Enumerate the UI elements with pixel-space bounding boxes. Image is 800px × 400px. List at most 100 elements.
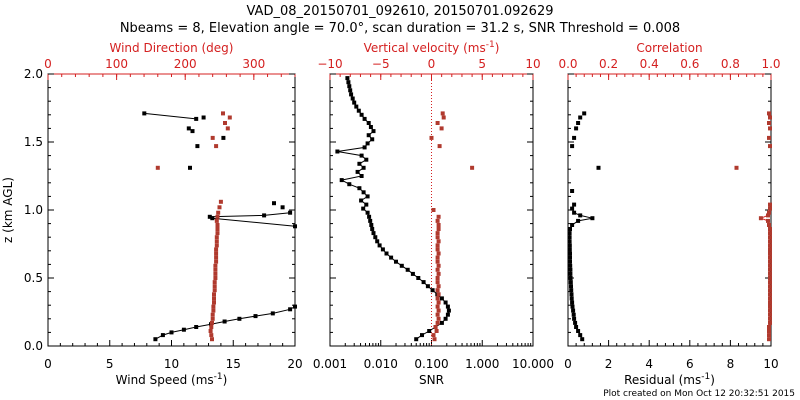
snr-series-0-point [346, 80, 351, 85]
wind-series-5-point [214, 251, 219, 256]
residual-series-0-point [568, 255, 572, 260]
wind-x-tick-label: 0 [44, 357, 52, 371]
residual-series-0-point [576, 218, 581, 223]
residual-series-2-point [768, 292, 772, 297]
wind-series-5-point [208, 329, 213, 333]
snr-x-tick-label: 10.000 [512, 357, 554, 371]
snr-series-0-point [420, 333, 424, 338]
wind-series-5-point [218, 199, 223, 204]
snr-series-1-point [436, 251, 441, 256]
residual-x-tick-label: 6 [686, 357, 694, 371]
snr-series-0-point [446, 308, 451, 313]
snr-series-1-point [435, 259, 440, 264]
wind-series-5-point [215, 223, 220, 227]
residual-top-tick-label: 0.6 [680, 57, 699, 71]
snr-data [335, 76, 475, 342]
wind-y-tick-label: 2.0 [24, 67, 43, 81]
residual-top-tick-label: 1.0 [761, 57, 780, 71]
snr-series-0-point [356, 108, 361, 113]
snr-series-0-point [377, 243, 382, 248]
residual-series-3-point [768, 126, 772, 131]
residual-series-0-point [568, 251, 572, 256]
snr-series-0-point [443, 316, 448, 321]
residual-series-2-point [768, 243, 772, 248]
snr-series-0-point [354, 104, 359, 109]
residual-series-2-point [768, 284, 772, 289]
residual-series-0-point [571, 312, 576, 317]
snr-series-0-point [366, 121, 371, 125]
residual-data [568, 111, 772, 342]
residual-series-2-point [768, 296, 772, 301]
residual-series-2-point [768, 304, 772, 309]
snr-series-0-point [364, 202, 369, 207]
snr-series-1-point [435, 267, 440, 272]
residual-series-0-point [576, 329, 581, 333]
wind-series-4-point [190, 129, 195, 134]
residual-series-0-point [568, 276, 573, 280]
residual-series-1-point [572, 135, 577, 140]
wind-y-tick-label: 0.0 [24, 339, 43, 353]
snr-series-0-point [359, 112, 364, 117]
snr-series-1-point [435, 288, 440, 293]
snr-x-tick-label: 1.000 [465, 357, 499, 371]
wind-series-0-point [169, 330, 174, 335]
snr-series-0-point [365, 141, 370, 146]
residual-x-tick-label: 0 [564, 357, 572, 371]
wind-series-0-point [222, 319, 227, 324]
residual-series-1-point [596, 165, 601, 170]
wind-series-0-point [270, 311, 275, 316]
snr-top-label-end: ) [495, 41, 500, 55]
residual-series-2-point [768, 276, 772, 280]
residual-series-2-point [767, 210, 771, 215]
wind-series-2-point [207, 214, 212, 219]
wind-series-5-point [210, 312, 215, 317]
snr-series-0-point [362, 145, 367, 150]
wind-series-0-point [153, 337, 158, 342]
residual-series-0-point [572, 316, 577, 321]
snr-series-1-point [433, 325, 438, 329]
snr-series-0-point [364, 157, 369, 162]
wind-plot-frame [47, 73, 296, 347]
wind-series-5-point [209, 325, 214, 329]
wind-top-tick-label: 0 [44, 57, 52, 71]
wind-series-5-point [155, 165, 160, 170]
wind-data [142, 111, 297, 342]
residual-series-2-point [768, 288, 772, 293]
snr-series-0-point [357, 186, 362, 191]
residual-series-2-point [768, 271, 772, 276]
residual-series-2-point [768, 231, 772, 236]
wind-series-5-point [212, 280, 217, 285]
snr-series-0-point [430, 288, 435, 293]
wind-series-5-point [212, 292, 216, 297]
wind-series-0-point [194, 325, 199, 329]
residual-series-2-point [768, 316, 772, 321]
snr-series-1-point [436, 214, 441, 219]
snr-x-label-text: SNR [419, 373, 444, 387]
residual-series-2-point [768, 251, 772, 256]
figure-subtitle: Nbeams = 8, Elevation angle = 70.0°, sca… [120, 21, 680, 36]
snr-series-1-point [436, 239, 441, 244]
residual-series-0-point [578, 213, 583, 218]
residual-series-0-point [570, 223, 575, 227]
wind-series-5-point [210, 316, 215, 321]
residual-series-0-point [570, 304, 575, 309]
wind-series-0-point [293, 304, 297, 309]
residual-x-label-end: ) [710, 373, 715, 387]
wind-x-tick-label: 5 [106, 357, 114, 371]
snr-series-1-point [434, 329, 439, 333]
wind-x-label-sup: -1 [214, 372, 223, 382]
residual-series-0-point [568, 239, 572, 244]
residual-series-2-point [768, 202, 772, 207]
snr-series-0-point [439, 296, 444, 301]
wind-series-1-line [212, 217, 296, 227]
snr-series-0-point [345, 76, 350, 81]
snr-series-0-point [370, 227, 375, 231]
wind-series-5-point [212, 284, 217, 289]
wind-y-axis-label: z (km AGL) [1, 177, 15, 243]
residual-series-3-point [768, 144, 772, 149]
snr-top-tick-label: −10 [317, 57, 342, 71]
snr-top-label-sup: -1 [486, 40, 495, 50]
snr-series-1-point [436, 292, 441, 297]
